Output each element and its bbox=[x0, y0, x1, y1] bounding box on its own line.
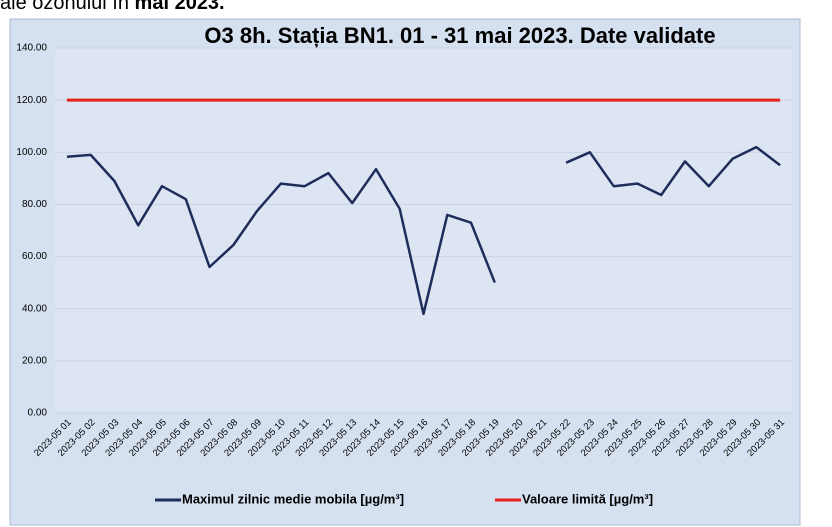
y-tick-label: 80.00 bbox=[22, 199, 47, 210]
y-tick-label: 100.00 bbox=[16, 147, 47, 158]
legend-label: Maximul zilnic medie mobila [µg/m³] bbox=[182, 491, 404, 506]
y-tick-label: 40.00 bbox=[22, 303, 47, 314]
y-tick-label: 140.00 bbox=[16, 43, 47, 54]
y-tick-label: 60.00 bbox=[22, 251, 47, 262]
y-tick-label: 0.00 bbox=[28, 408, 48, 419]
plot-area bbox=[55, 48, 792, 413]
header-text: ale ozonului în mai 2023. bbox=[0, 0, 225, 14]
chart-title: O3 8h. Stația BN1. 01 - 31 mai 2023. Dat… bbox=[204, 23, 715, 48]
legend-label: Valoare limită [µg/m³] bbox=[522, 491, 653, 506]
y-tick-label: 20.00 bbox=[22, 355, 47, 366]
series-line bbox=[66, 145, 781, 316]
header-normal: ale ozonului în bbox=[0, 0, 129, 14]
y-tick-label: 120.00 bbox=[16, 95, 47, 106]
header-bold: mai 2023. bbox=[135, 0, 225, 14]
